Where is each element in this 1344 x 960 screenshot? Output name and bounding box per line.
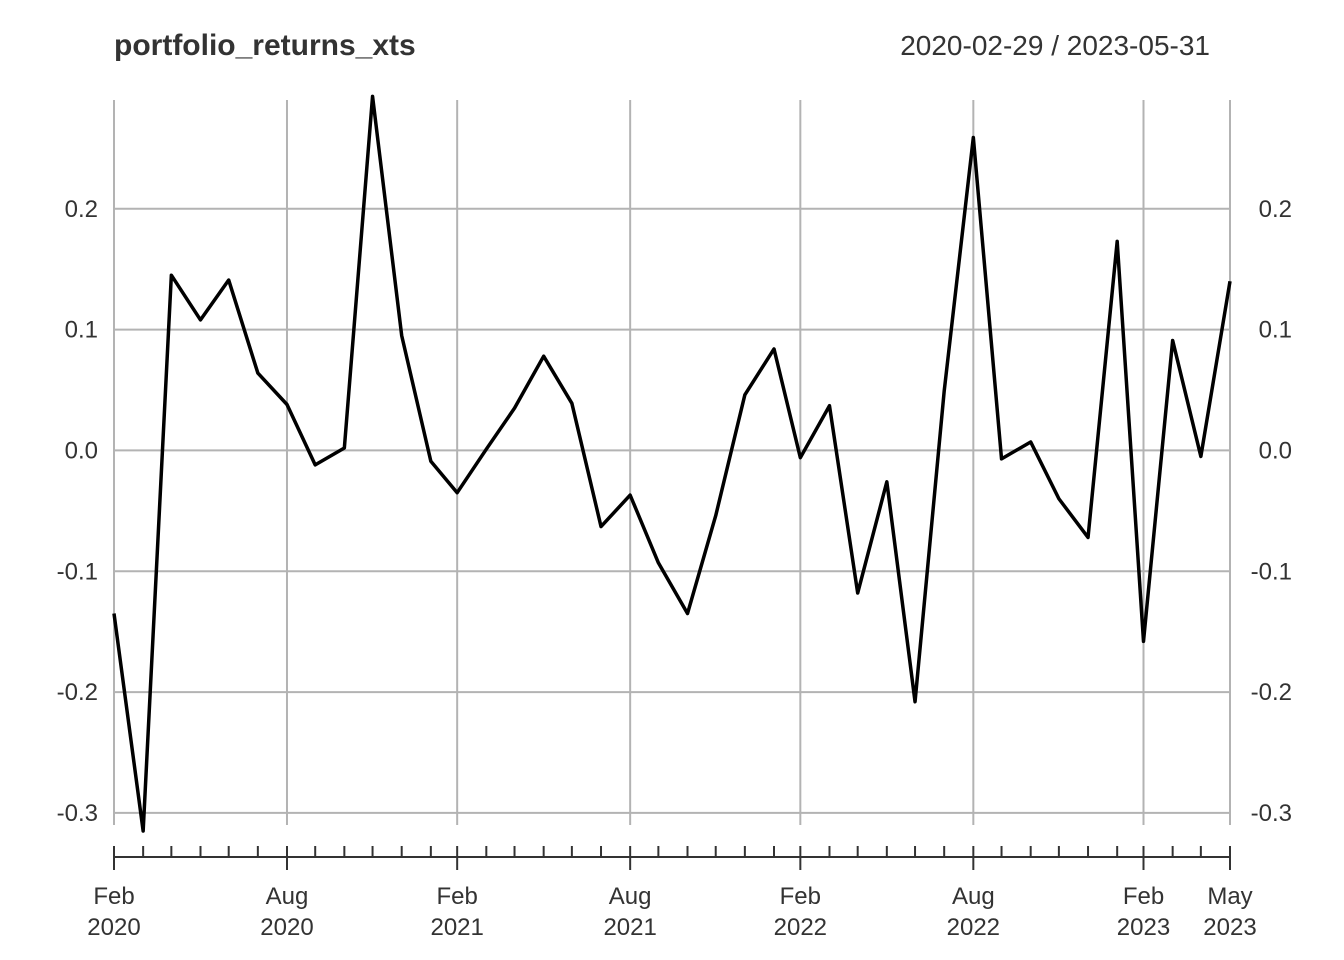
x-tick-label-year: 2020 [260, 914, 313, 941]
y-tick-label-left: -0.2 [57, 679, 98, 706]
x-tick-label-month: Feb [1123, 883, 1164, 910]
y-tick-label-left: -0.1 [57, 558, 98, 585]
x-tick-label-year: 2021 [603, 914, 656, 941]
x-tick-label-month: Aug [952, 883, 995, 910]
series-line [112, 94, 1232, 833]
x-tick-label-year: 2020 [87, 914, 140, 941]
y-axis-left: -0.3 -0.2 -0.1 0.0 0.1 0.2 [57, 196, 98, 827]
x-axis: Feb 2020 Aug 2020 Feb 2021 Aug 2021 Feb 2022 Aug 20… [87, 846, 1257, 941]
grid [113, 100, 1231, 825]
x-tick-label-month: May [1207, 883, 1252, 910]
y-tick-label-left: 0.0 [65, 437, 98, 464]
y-tick-label-right: 0.0 [1259, 437, 1292, 464]
date-range-label: 2020-02-29 / 2023-05-31 [900, 30, 1210, 61]
y-tick-label-left: 0.1 [65, 317, 98, 344]
chart-title: portfolio_returns_xts [114, 29, 416, 62]
x-tick-label-year: 2022 [947, 914, 1000, 941]
y-tick-label-right: -0.1 [1251, 558, 1292, 585]
y-tick-label-right: 0.1 [1259, 317, 1292, 344]
x-tick-label-month: Feb [93, 883, 134, 910]
x-tick-label-month: Aug [609, 883, 652, 910]
x-tick-label-year: 2023 [1203, 914, 1256, 941]
x-tick-label-year: 2021 [430, 914, 483, 941]
y-tick-label-left: 0.2 [65, 196, 98, 223]
y-tick-label-right: -0.2 [1251, 679, 1292, 706]
x-tick-label-month: Aug [266, 883, 309, 910]
y-tick-label-right: 0.2 [1259, 196, 1292, 223]
y-tick-label-left: -0.3 [57, 800, 98, 827]
x-tick-label-month: Feb [436, 883, 477, 910]
x-tick-label-year: 2023 [1117, 914, 1170, 941]
y-tick-label-right: -0.3 [1251, 800, 1292, 827]
x-tick-label-year: 2022 [774, 914, 827, 941]
y-axis-right: -0.3 -0.2 -0.1 0.0 0.1 0.2 [1251, 196, 1292, 827]
x-tick-label-month: Feb [780, 883, 821, 910]
